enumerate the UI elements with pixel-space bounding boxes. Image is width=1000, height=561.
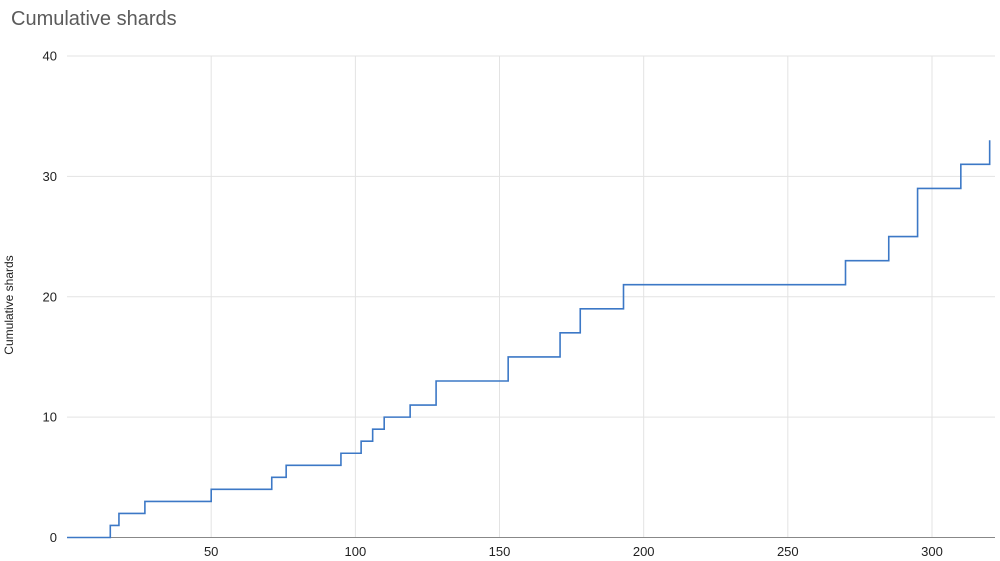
svg-text:100: 100 (345, 544, 367, 559)
svg-text:30: 30 (43, 169, 57, 184)
svg-text:50: 50 (204, 544, 218, 559)
svg-text:150: 150 (489, 544, 511, 559)
svg-text:10: 10 (43, 410, 57, 425)
svg-text:200: 200 (633, 544, 655, 559)
svg-text:0: 0 (50, 530, 57, 545)
svg-text:300: 300 (921, 544, 943, 559)
svg-text:250: 250 (777, 544, 799, 559)
svg-text:40: 40 (43, 49, 57, 64)
svg-text:20: 20 (43, 289, 57, 304)
